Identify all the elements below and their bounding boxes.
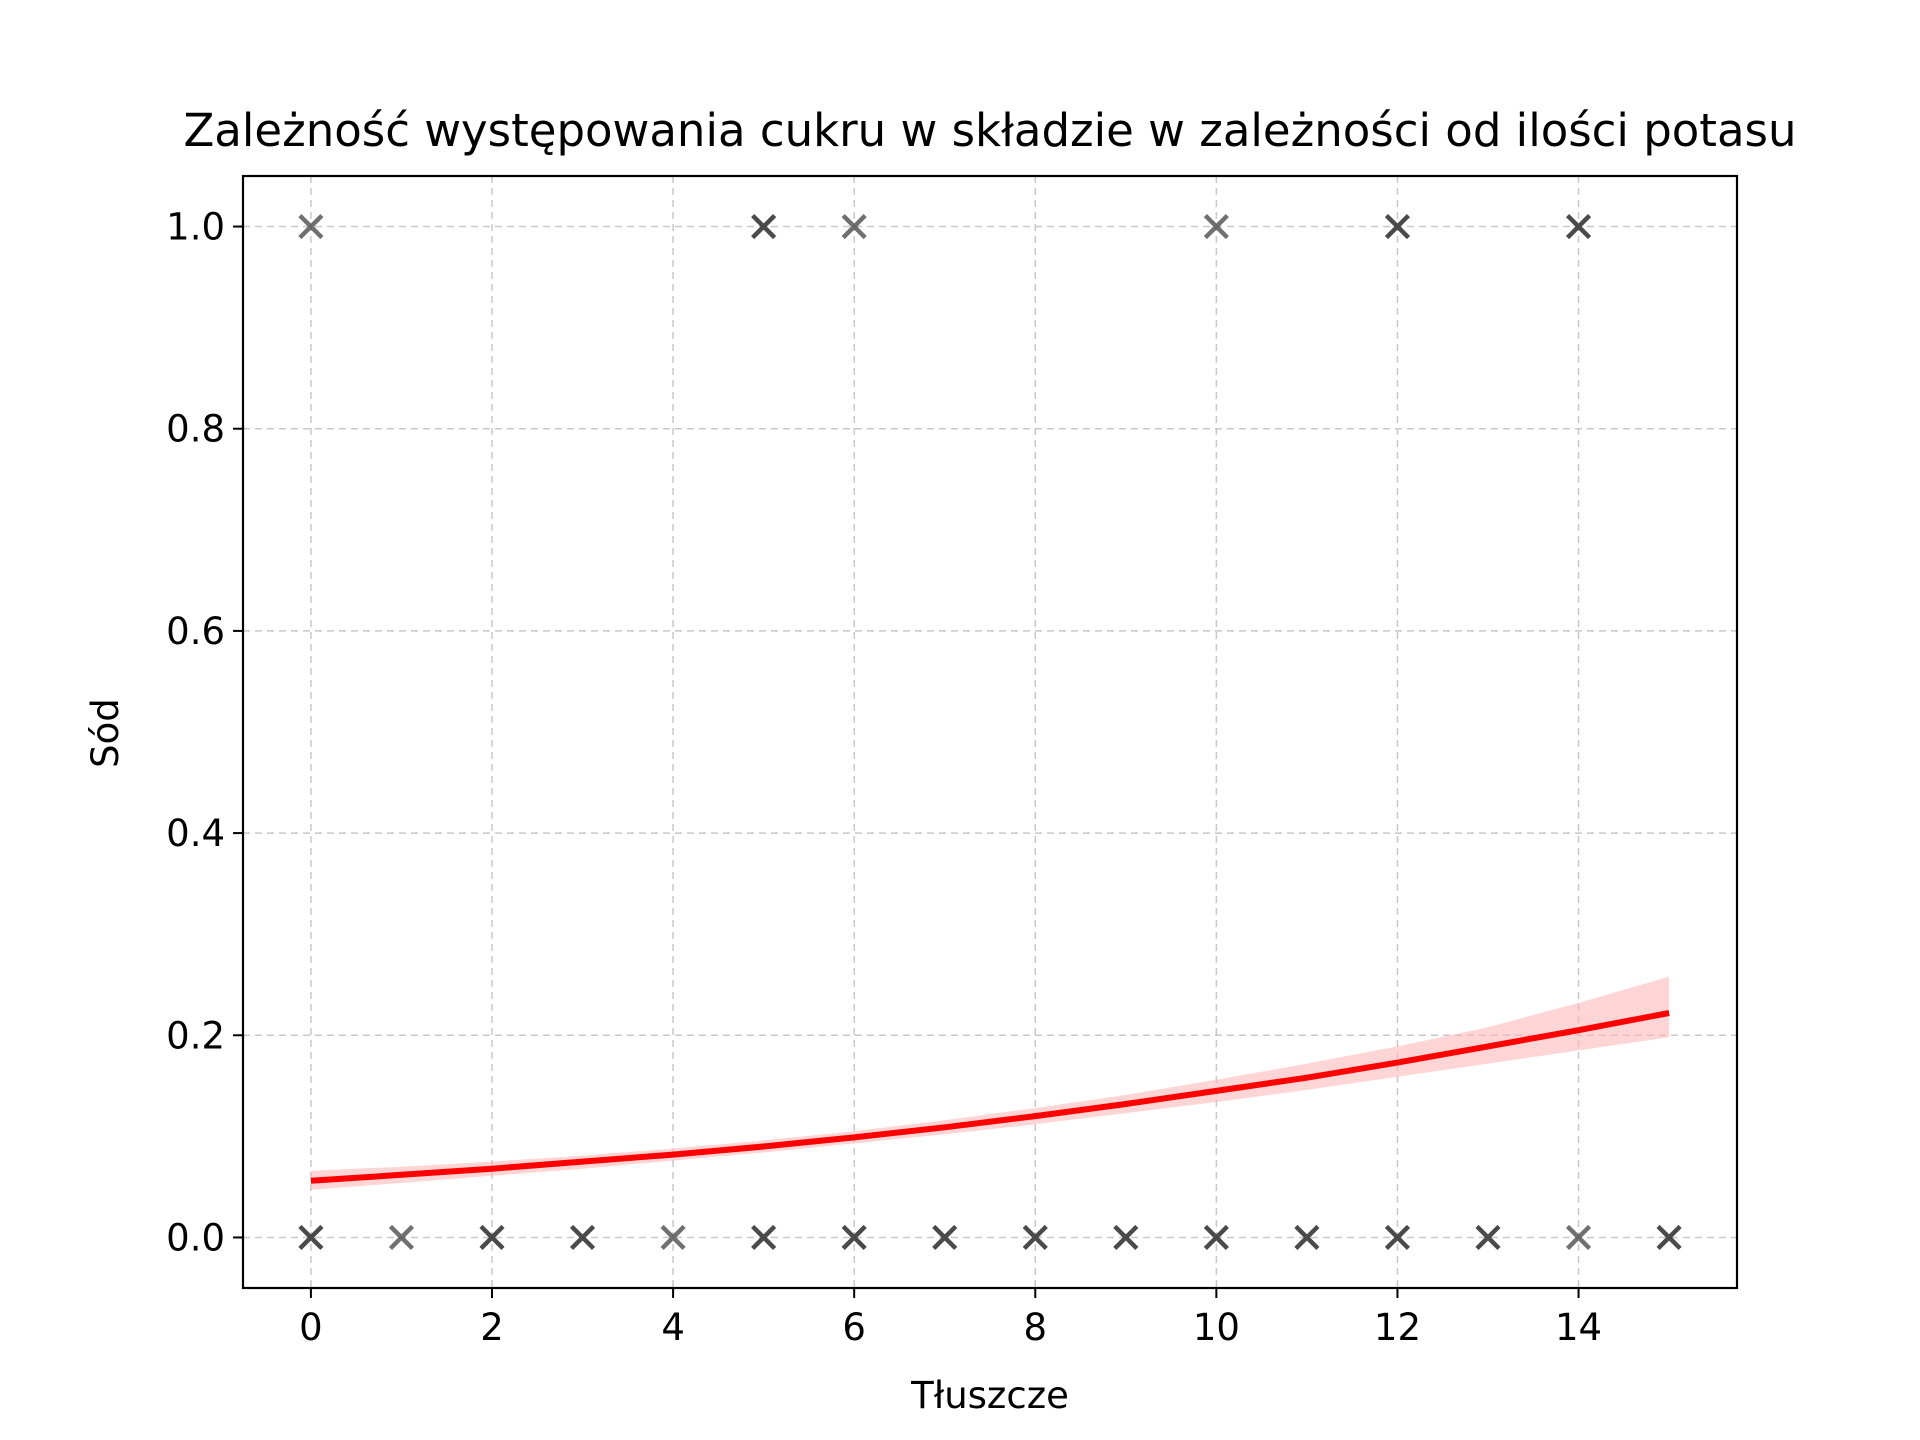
data-point-8 <box>479 1224 505 1251</box>
x-tick-label-2: 4 <box>661 1306 685 1349</box>
y-tick-label-2: 0.4 <box>166 812 225 855</box>
data-point-17 <box>1294 1224 1320 1251</box>
grid-lines <box>243 176 1737 1288</box>
data-point-7 <box>388 1224 415 1251</box>
confidence-band-area <box>310 976 1670 1190</box>
x-axis-ticks: 0 2 4 6 8 10 12 14 <box>299 1288 1602 1349</box>
data-point-16 <box>1203 1224 1229 1251</box>
data-point-21 <box>1656 1224 1682 1251</box>
x-axis-label: Tłuszcze <box>910 1374 1069 1417</box>
data-point-15 <box>1113 1224 1139 1251</box>
data-point-14 <box>1022 1224 1048 1251</box>
data-point-4 <box>1384 213 1411 240</box>
x-tick-label-5: 10 <box>1193 1306 1240 1349</box>
data-point-18 <box>1384 1224 1411 1251</box>
data-points <box>298 213 1682 1251</box>
data-point-1 <box>751 213 777 240</box>
x-tick-label-0: 0 <box>299 1306 323 1349</box>
x-tick-label-7: 14 <box>1555 1306 1602 1349</box>
y-tick-label-4: 0.8 <box>166 408 225 451</box>
fit-line-group <box>310 1010 1670 1184</box>
y-tick-label-0: 0.0 <box>166 1216 225 1259</box>
data-point-9 <box>569 1224 596 1251</box>
data-point-5 <box>1565 213 1592 240</box>
data-point-13 <box>932 1224 958 1251</box>
y-tick-label-5: 1.0 <box>166 206 225 249</box>
chart-title: Zależność występowania cukru w składzie … <box>183 104 1796 157</box>
data-point-0 <box>298 213 324 240</box>
data-point-11 <box>751 1224 777 1251</box>
data-point-6 <box>298 1224 324 1251</box>
x-tick-label-1: 2 <box>480 1306 504 1349</box>
data-point-10 <box>660 1224 686 1251</box>
fit-line <box>310 1010 1670 1184</box>
x-tick-label-3: 6 <box>842 1306 866 1349</box>
y-axis-label: Sód <box>84 698 127 768</box>
data-point-2 <box>841 213 867 240</box>
x-tick-label-6: 12 <box>1374 1306 1421 1349</box>
x-tick-label-4: 8 <box>1023 1306 1047 1349</box>
y-tick-label-3: 0.6 <box>166 610 225 653</box>
data-point-19 <box>1475 1224 1501 1251</box>
confidence-band <box>310 976 1670 1190</box>
y-tick-label-1: 0.2 <box>166 1014 225 1057</box>
data-point-12 <box>841 1224 867 1251</box>
plot-frame <box>241 174 1739 1290</box>
y-axis-ticks: 0.0 0.2 0.4 0.6 0.8 1.0 <box>166 206 243 1259</box>
data-point-3 <box>1203 213 1229 240</box>
data-point-20 <box>1565 1224 1592 1251</box>
